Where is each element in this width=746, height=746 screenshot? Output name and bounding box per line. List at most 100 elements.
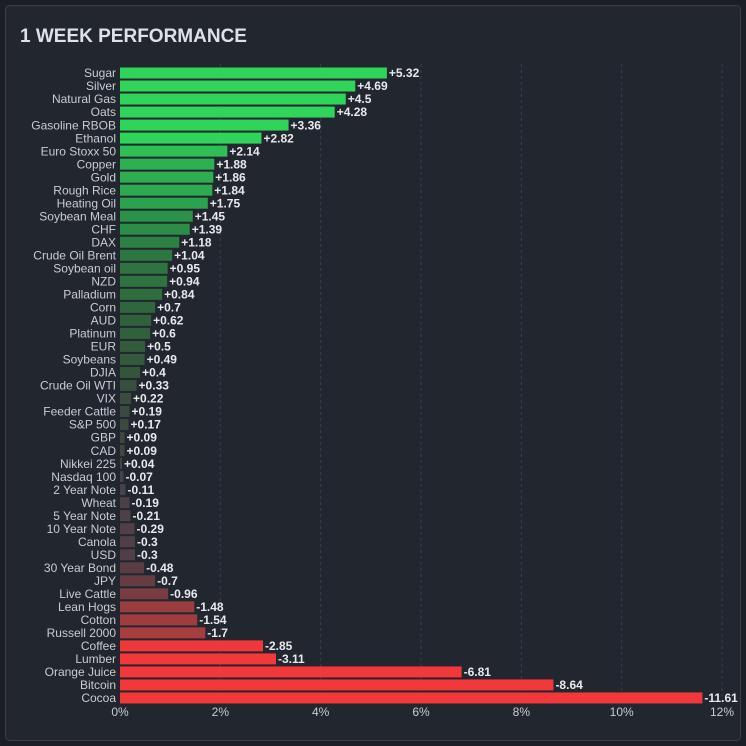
bar [120,510,131,522]
y-tick-label: 10 Year Note [47,522,117,536]
y-tick-label: VIX [97,392,116,406]
y-tick-label: Sugar [84,66,116,80]
y-tick-label: Canola [78,535,116,549]
bar [120,340,146,352]
y-tick-label: Platinum [69,327,116,341]
bar [120,484,126,496]
y-tick-label: Corn [90,301,116,315]
value-label: +1.75 [210,196,241,210]
value-label: +2.14 [229,144,260,158]
y-tick-label: Coffee [81,639,116,653]
x-tick-label: 8% [513,705,531,719]
x-tick-label: 0% [111,705,129,719]
y-tick-label: Bitcoin [80,678,116,692]
bar [120,145,228,157]
value-label: +0.19 [132,405,163,419]
bar [120,523,135,535]
y-tick-label: Soybean Meal [39,209,116,223]
bar [120,614,198,626]
value-label: +5.32 [389,66,420,80]
y-tick-label: 5 Year Note [53,509,116,523]
y-tick-label: Rough Rice [53,183,116,197]
value-label: +1.39 [192,222,223,236]
bar [120,432,125,444]
y-tick-label: Euro Stoxx 50 [41,144,117,158]
y-tick-label: CHF [91,222,116,236]
value-label: -0.21 [133,509,161,523]
bar [120,197,208,209]
y-tick-label: Crude Oil WTI [40,379,116,393]
y-tick-label: Heating Oil [57,196,116,210]
bar [120,666,462,678]
y-tick-label: Cotton [81,613,116,627]
bar [120,314,152,326]
value-label: +3.36 [291,118,322,132]
bar [120,471,124,483]
value-label: +1.84 [214,183,245,197]
bar [120,458,123,470]
bar [120,171,214,183]
bar [120,67,387,79]
bar [120,158,215,170]
bar [120,575,156,587]
value-label: +0.4 [142,366,166,380]
y-tick-label: Palladium [63,288,116,302]
bar [120,249,173,261]
y-tick-label: DJIA [90,366,116,380]
x-tick-label: 10% [610,705,634,719]
value-label: -0.48 [146,561,174,575]
value-label: +1.88 [216,157,247,171]
bar [120,562,145,574]
bar [120,393,132,404]
value-label: +0.94 [169,274,200,288]
bar [120,119,289,131]
value-label: -0.29 [137,522,165,536]
y-tick-label: GBP [91,431,116,445]
bar [120,132,262,144]
value-label: +0.62 [153,314,184,328]
bar [120,640,263,652]
bar [120,627,206,639]
y-tick-label: S&P 500 [69,418,116,432]
bar [120,445,125,457]
bar [120,93,346,105]
value-label: +2.82 [263,131,294,145]
bar [120,653,277,665]
value-label: -6.81 [464,665,492,679]
y-tick-label: 2 Year Note [53,483,116,497]
y-tick-label: Natural Gas [52,92,116,106]
y-tick-label: Silver [86,79,116,93]
value-label: -1.7 [207,626,228,640]
value-label: -0.7 [157,574,178,588]
y-tick-label: Nasdaq 100 [51,470,116,484]
value-label: +0.09 [127,444,158,458]
value-label: -0.07 [126,470,154,484]
x-tick-label: 12% [710,705,734,719]
value-label: +1.04 [174,248,205,262]
y-tick-label: Lumber [75,652,116,666]
value-label: -2.85 [265,639,293,653]
bar [120,210,193,222]
value-label: +1.86 [215,170,246,184]
y-tick-label: Nikkei 225 [60,457,116,471]
value-label: +4.28 [337,105,368,119]
value-label: +1.18 [181,235,212,249]
value-label: +0.7 [157,301,181,315]
bar [120,301,156,313]
bar [120,497,130,509]
bar [120,366,141,378]
y-tick-label: Soybeans [63,353,116,367]
value-label: -0.11 [128,483,155,497]
bar [120,223,190,235]
y-tick-label: Copper [77,157,116,171]
value-label: +1.45 [195,209,226,223]
value-label: +4.5 [348,92,372,106]
y-tick-label: Russell 2000 [47,626,117,640]
y-tick-label: JPY [94,574,116,588]
y-tick-label: NZD [91,274,116,288]
y-tick-label: Lean Hogs [58,600,116,614]
x-tick-label: 2% [212,705,230,719]
y-tick-label: USD [91,548,117,562]
bar [120,262,168,274]
